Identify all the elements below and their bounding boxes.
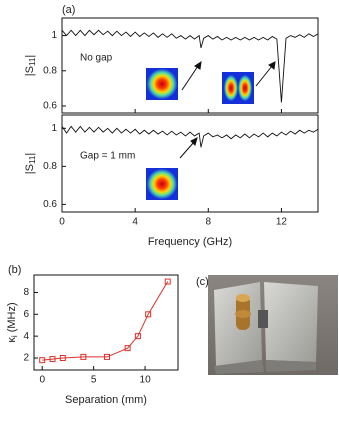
y-axis-label-part: | <box>24 153 36 156</box>
y-axis-label: |S11| <box>24 153 37 174</box>
y-tick-label: 0.6 <box>43 101 57 112</box>
y-tick-label: 0.6 <box>43 199 57 210</box>
y-axis-label-part: i <box>10 335 19 337</box>
y-tick-label: 8 <box>23 287 29 298</box>
x-axis-label: Separation (mm) <box>65 394 147 406</box>
marker <box>80 353 87 360</box>
x-tick-label: 0 <box>59 217 65 228</box>
data-line <box>61 29 319 103</box>
plot-frame <box>61 114 319 213</box>
x-tick-label: 8 <box>206 217 212 228</box>
data-line <box>42 281 169 361</box>
marker <box>59 354 66 361</box>
data-line <box>61 125 319 148</box>
y-axis-label-part: (MHz) <box>6 302 18 335</box>
plot-frame <box>61 17 319 114</box>
marker <box>49 356 56 363</box>
x-tick-label: 4 <box>132 217 138 228</box>
x-tick-label: 10 <box>140 375 152 386</box>
mode-image <box>146 168 178 200</box>
marker <box>134 333 141 340</box>
y-tick-label: 0.8 <box>43 65 57 76</box>
y-tick-label: 0.8 <box>43 161 57 172</box>
y-axis-label: κi (MHz) <box>6 302 19 342</box>
marker <box>39 357 46 364</box>
x-tick-label: 12 <box>276 217 288 228</box>
marker <box>164 278 171 285</box>
annotation: Gap = 1 mm <box>80 151 135 162</box>
y-axis-label-part: 11 <box>28 155 37 164</box>
x-tick-label: 0 <box>39 375 45 386</box>
y-axis-label-part: 11 <box>28 57 37 66</box>
panel-label: (b) <box>8 264 21 276</box>
x-axis-label: Frequency (GHz) <box>148 236 232 248</box>
marker <box>124 345 131 352</box>
y-tick-label: 6 <box>23 309 29 320</box>
x-tick-label: 5 <box>91 375 97 386</box>
y-axis-label-part: | <box>24 55 36 58</box>
plot-frame <box>33 274 179 371</box>
y-axis-label-part: |S <box>24 66 36 76</box>
y-axis-label-part: |S <box>24 164 36 174</box>
mode-image <box>222 72 254 104</box>
annotation: No gap <box>80 53 113 64</box>
photo <box>208 275 338 375</box>
y-tick-label: 1 <box>51 123 57 134</box>
y-tick-label: 1 <box>51 30 57 41</box>
marker <box>145 311 152 318</box>
arrows <box>179 60 276 159</box>
panel-label: (a) <box>62 4 75 16</box>
y-axis-label-part: κ <box>6 337 18 343</box>
y-tick-label: 2 <box>23 353 29 364</box>
panel-label: (c) <box>196 276 209 288</box>
y-axis-label: |S11| <box>24 55 37 76</box>
mode-image <box>146 68 178 100</box>
y-tick-label: 4 <box>23 331 29 342</box>
marker <box>104 353 111 360</box>
